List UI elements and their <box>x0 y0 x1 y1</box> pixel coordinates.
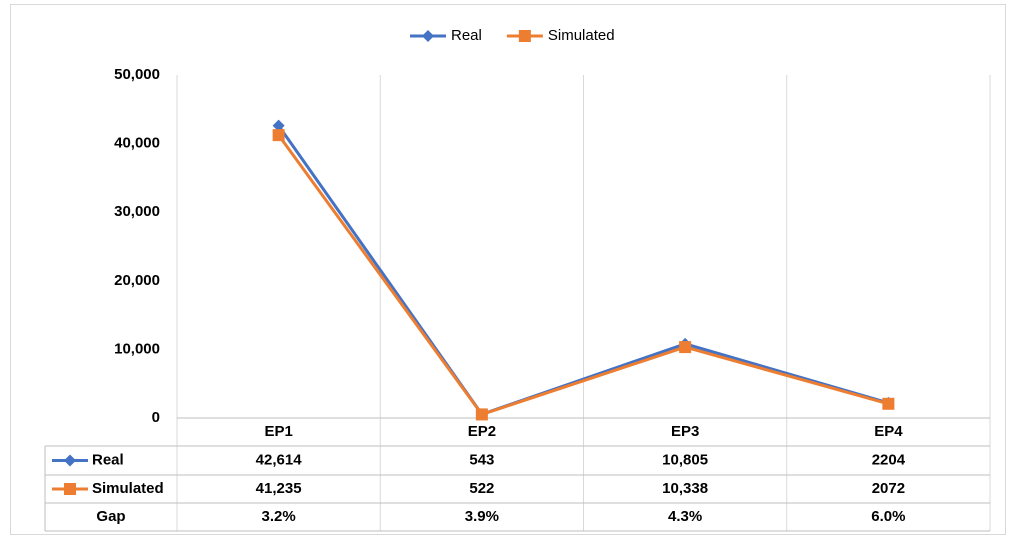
y-tick-label: 20,000 <box>114 272 160 289</box>
table-cell: 41,235 <box>256 480 302 497</box>
legend-icon-marker <box>518 30 531 42</box>
table-row-label: Gap <box>96 508 125 525</box>
table-cell: 543 <box>469 451 494 468</box>
x-tick-label: EP4 <box>874 423 903 440</box>
legend-label: Simulated <box>548 27 615 44</box>
table-row-label: Real <box>92 451 124 468</box>
series-line <box>277 124 889 416</box>
table-cell: 10,805 <box>662 451 708 468</box>
table-cell: 4.3% <box>668 508 702 525</box>
x-tick-label: EP3 <box>671 423 699 440</box>
point-marker <box>272 129 285 142</box>
table-legend-icon-marker <box>64 454 76 467</box>
table-cell: 2204 <box>872 451 906 468</box>
table-legend-icon-marker <box>64 483 76 495</box>
table-cell: 10,338 <box>662 480 708 497</box>
legend-icon-marker <box>422 30 434 42</box>
point-marker <box>475 408 488 421</box>
chart-frame <box>10 4 1006 535</box>
point-marker <box>272 119 285 132</box>
y-tick-label: 40,000 <box>114 135 160 152</box>
table-cell: 3.2% <box>262 508 296 525</box>
series-line <box>277 134 889 416</box>
point-marker <box>679 341 692 354</box>
table-row-label: Simulated <box>92 480 164 497</box>
point-marker <box>882 397 895 410</box>
table-cell: 42,614 <box>256 451 303 468</box>
y-tick-label: 50,000 <box>114 66 160 83</box>
table-cell: 2072 <box>872 480 905 497</box>
table-cell: 3.9% <box>465 508 499 525</box>
legend-label: Real <box>451 27 482 44</box>
table-cell: 522 <box>469 480 494 497</box>
y-tick-label: 30,000 <box>114 203 160 220</box>
y-tick-label: 10,000 <box>114 340 160 357</box>
y-tick-label: 0 <box>152 409 160 426</box>
x-tick-label: EP1 <box>264 423 292 440</box>
x-tick-label: EP2 <box>468 423 496 440</box>
table-cell: 6.0% <box>871 508 905 525</box>
